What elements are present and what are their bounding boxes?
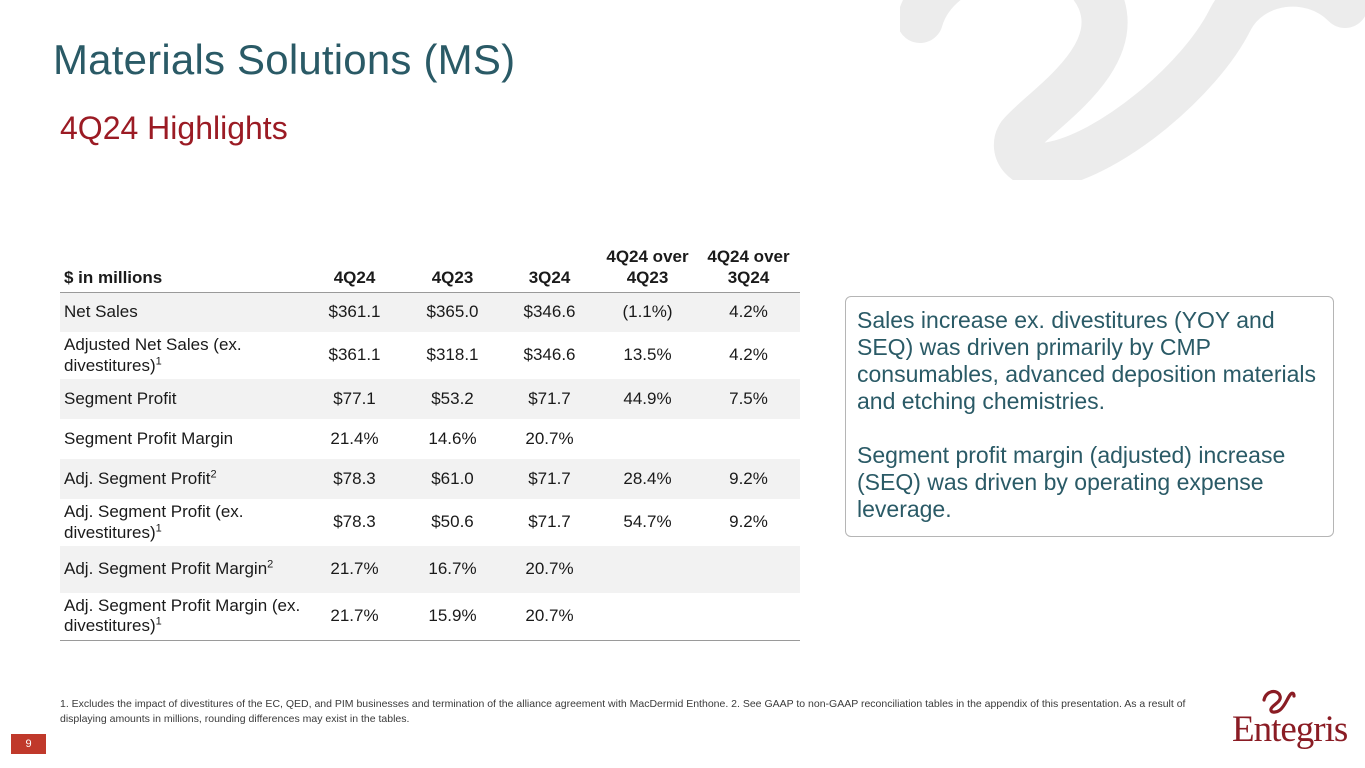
cell-4q24: $78.3 xyxy=(333,468,376,488)
cell-4q24: 21.4% xyxy=(330,428,379,448)
highlights-callout: Sales increase ex. divestitures (YOY and… xyxy=(845,296,1334,537)
table-row: Adj. Segment Profit (ex. divestitures)1 … xyxy=(60,499,800,546)
header-seq-line2: 3Q24 xyxy=(727,268,770,288)
page-title: Materials Solutions (MS) xyxy=(53,36,516,83)
cell-3q24: 20.7% xyxy=(525,606,574,626)
cell-3q24: 20.7% xyxy=(525,428,574,448)
header-seq: 4Q24 over 3Q24 xyxy=(697,242,800,293)
table-row: Segment Profit $77.1 $53.2 $71.7 44.9% 7… xyxy=(60,379,800,419)
entegris-logo: Entegris xyxy=(1232,688,1348,756)
row-label: Adj. Segment Profit2 xyxy=(64,468,217,488)
table-header-row: $ in millions 4Q24 4Q23 3Q24 4Q24 over 4Q… xyxy=(60,242,800,293)
header-4q24: 4Q24 xyxy=(305,242,404,293)
cell-yoy: 54.7% xyxy=(623,512,672,532)
logo-wordmark: Entegris xyxy=(1232,709,1348,750)
callout-paragraph-sales: Sales increase ex. divestitures (YOY and… xyxy=(857,307,1316,414)
cell-seq: 4.2% xyxy=(729,302,768,322)
callout-paragraph-margin: Segment profit margin (adjusted) increas… xyxy=(857,442,1286,522)
cell-4q24: 21.7% xyxy=(330,606,379,626)
header-label: $ in millions xyxy=(60,242,305,293)
cell-yoy xyxy=(598,546,697,593)
row-label: Adj. Segment Profit Margin (ex. divestit… xyxy=(64,595,301,636)
table-row: Segment Profit Margin 21.4% 14.6% 20.7% xyxy=(60,419,800,459)
row-label: Net Sales xyxy=(64,302,138,322)
header-3q24: 3Q24 xyxy=(501,242,598,293)
header-yoy-line1: 4Q24 over xyxy=(606,247,689,266)
cell-yoy xyxy=(598,593,697,640)
cell-4q24: $361.1 xyxy=(328,302,381,322)
cell-seq: 9.2% xyxy=(729,468,768,488)
cell-yoy xyxy=(598,419,697,459)
footnote: 1. Excludes the impact of divestitures o… xyxy=(60,698,1186,725)
cell-4q23: $61.0 xyxy=(431,468,474,488)
cell-seq: 4.2% xyxy=(729,345,768,365)
cell-3q24: 20.7% xyxy=(525,559,574,579)
cell-yoy: (1.1%) xyxy=(622,302,673,322)
financial-table: $ in millions 4Q24 4Q23 3Q24 4Q24 over 4Q… xyxy=(60,242,800,641)
cell-3q24: $71.7 xyxy=(528,468,571,488)
cell-4q23: $50.6 xyxy=(431,512,474,532)
cell-yoy: 13.5% xyxy=(623,345,672,365)
table-row: Adj. Segment Profit2 $78.3 $61.0 $71.7 2… xyxy=(60,459,800,499)
header-yoy: 4Q24 over 4Q23 xyxy=(598,242,697,293)
row-label: Segment Profit xyxy=(64,388,177,408)
cell-4q23: $318.1 xyxy=(426,345,479,365)
cell-3q24: $346.6 xyxy=(523,345,576,365)
cell-yoy: 44.9% xyxy=(623,388,672,408)
cell-4q23: 16.7% xyxy=(428,559,477,579)
cell-yoy: 28.4% xyxy=(623,468,672,488)
cell-4q24: $361.1 xyxy=(328,345,381,365)
cell-4q24: $78.3 xyxy=(333,512,376,532)
cell-seq: 9.2% xyxy=(729,512,768,532)
header-yoy-line2: 4Q23 xyxy=(626,268,669,288)
cell-seq xyxy=(697,419,800,459)
cell-4q24: 21.7% xyxy=(330,559,379,579)
cell-4q23: 14.6% xyxy=(428,428,477,448)
table-row: Adj. Segment Profit Margin (ex. divestit… xyxy=(60,593,800,640)
row-label: Segment Profit Margin xyxy=(64,428,234,448)
header-seq-line1: 4Q24 over xyxy=(707,247,790,266)
cell-seq xyxy=(697,593,800,640)
table-row: Net Sales $361.1 $365.0 $346.6 (1.1%) 4.… xyxy=(60,292,800,332)
page-subtitle: 4Q24 Highlights xyxy=(60,110,288,146)
cell-4q23: 15.9% xyxy=(428,606,477,626)
cell-3q24: $346.6 xyxy=(523,302,576,322)
cell-4q23: $365.0 xyxy=(426,302,479,322)
row-label: Adj. Segment Profit Margin2 xyxy=(64,558,274,579)
cell-3q24: $71.7 xyxy=(528,388,571,408)
row-label: Adj. Segment Profit (ex. divestitures)1 xyxy=(64,502,244,542)
cell-4q23: $53.2 xyxy=(431,388,474,408)
cell-3q24: $71.7 xyxy=(528,512,571,532)
header-4q23: 4Q23 xyxy=(404,242,501,293)
table-row: Adjusted Net Sales (ex. divestitures)1 $… xyxy=(60,332,800,379)
page-number: 9 xyxy=(11,734,46,754)
cell-seq xyxy=(697,546,800,593)
ampersand-watermark-icon xyxy=(900,0,1365,180)
cell-seq: 7.5% xyxy=(729,388,768,408)
entegris-ampersand-icon xyxy=(1262,689,1296,714)
cell-4q24: $77.1 xyxy=(333,388,376,408)
row-label: Adjusted Net Sales (ex. divestitures)1 xyxy=(64,335,242,375)
table-row: Adj. Segment Profit Margin2 21.7% 16.7% … xyxy=(60,546,800,593)
